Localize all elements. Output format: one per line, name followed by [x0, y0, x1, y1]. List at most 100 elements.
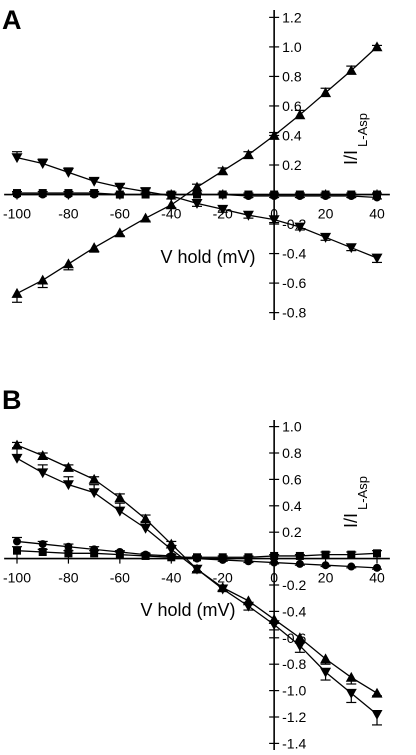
- y-tick-label: -0.8: [282, 305, 306, 321]
- data-point: [114, 182, 126, 193]
- data-point: [13, 190, 21, 199]
- data-point: [242, 601, 254, 612]
- data-point: [268, 620, 280, 631]
- panel-b-y-axis-label: I/IL-Asp: [341, 476, 370, 528]
- data-point: [191, 181, 203, 192]
- data-point: [167, 190, 176, 199]
- y-tick-label: -1.0: [282, 683, 306, 699]
- panel-b-x-axis-label: V hold (mV): [140, 600, 235, 620]
- data-point: [165, 199, 177, 210]
- data-point: [114, 506, 126, 517]
- y-tick-label: 0.2: [282, 157, 302, 173]
- y-tick-label: 0.8: [282, 68, 302, 84]
- data-point: [90, 190, 99, 199]
- data-point: [13, 537, 21, 546]
- data-point: [140, 212, 152, 223]
- x-tick-label: -60: [110, 570, 130, 586]
- data-point: [217, 584, 229, 595]
- data-point: [115, 548, 124, 556]
- data-point: [217, 165, 229, 176]
- panel-b-label: B: [2, 385, 22, 415]
- x-tick-label: -100: [3, 570, 31, 586]
- x-tick-label: 0: [270, 206, 278, 222]
- data-point: [217, 204, 229, 215]
- series-triangle-up: [11, 41, 383, 303]
- data-point: [320, 667, 332, 678]
- data-point: [62, 258, 74, 269]
- data-point: [373, 563, 381, 572]
- data-point: [37, 274, 49, 285]
- y-tick-label: -0.8: [282, 656, 306, 672]
- panel-a-y-axis-label: I/IL-Asp: [341, 113, 370, 165]
- y-tick-label: 1.0: [282, 39, 302, 55]
- y-tick-label: -1.4: [282, 735, 306, 751]
- data-point: [11, 153, 23, 164]
- data-point: [371, 41, 383, 52]
- x-tick-label: 20: [318, 206, 334, 222]
- data-point: [294, 641, 306, 652]
- data-point: [141, 190, 150, 199]
- data-point: [345, 671, 357, 682]
- data-point: [62, 480, 74, 491]
- data-point: [11, 439, 23, 450]
- panel-b: B V hold (mV) I/IL-Asp -100 -80 -60 -40 -20 0…: [2, 385, 390, 751]
- data-point: [295, 192, 304, 200]
- x-tick-label: 40: [369, 570, 385, 586]
- data-point: [371, 709, 383, 720]
- data-point: [345, 243, 357, 254]
- data-point: [294, 632, 306, 643]
- y-tick-label: -0.4: [282, 246, 306, 262]
- data-point: [244, 192, 253, 200]
- data-point: [294, 222, 306, 233]
- data-point: [37, 468, 49, 479]
- data-point: [321, 192, 330, 200]
- x-tick-label: -100: [3, 206, 31, 222]
- data-point: [88, 488, 100, 499]
- data-point: [345, 65, 357, 75]
- y-tick-label: 0.8: [282, 445, 302, 461]
- data-point: [38, 190, 47, 199]
- y-tick-label: 0.6: [282, 471, 302, 487]
- data-point: [270, 558, 279, 567]
- x-tick-label: -40: [161, 206, 181, 222]
- data-point: [141, 550, 150, 559]
- panel-a-x-axis-label: V hold (mV): [160, 247, 255, 267]
- data-point: [242, 210, 254, 221]
- data-point: [62, 462, 74, 472]
- data-point: [320, 232, 332, 243]
- data-point: [165, 544, 177, 555]
- data-point: [193, 190, 201, 199]
- data-point: [191, 564, 203, 575]
- data-point: [90, 545, 99, 554]
- data-point: [373, 193, 381, 202]
- data-point: [295, 551, 304, 560]
- data-point: [294, 109, 306, 120]
- data-point: [347, 192, 356, 200]
- y-tick-label: 0.2: [282, 524, 302, 540]
- data-point: [347, 550, 356, 559]
- data-point: [140, 523, 152, 534]
- y-tick-label: -1.2: [282, 709, 306, 725]
- data-point: [11, 453, 23, 464]
- data-point: [371, 253, 383, 264]
- data-point: [347, 562, 356, 571]
- data-point: [345, 688, 357, 699]
- series-line: [16, 457, 378, 715]
- x-tick-label: 40: [369, 206, 385, 222]
- data-point: [37, 450, 49, 461]
- y-tick-label: 1.0: [282, 419, 302, 435]
- data-point: [193, 554, 201, 563]
- data-point: [321, 550, 330, 559]
- data-point: [295, 559, 304, 568]
- data-point: [270, 551, 279, 560]
- data-point: [64, 190, 73, 199]
- panel-a: A V hold (mV) I/IL-Asp -100-80-60-40-200…: [2, 5, 390, 321]
- data-point: [242, 149, 254, 160]
- data-point: [321, 561, 330, 570]
- panel-b-series: [11, 439, 383, 726]
- series-circle: [12, 190, 382, 202]
- data-point: [373, 549, 381, 558]
- y-tick-label: 1.2: [282, 9, 302, 25]
- panel-a-series: [11, 41, 383, 303]
